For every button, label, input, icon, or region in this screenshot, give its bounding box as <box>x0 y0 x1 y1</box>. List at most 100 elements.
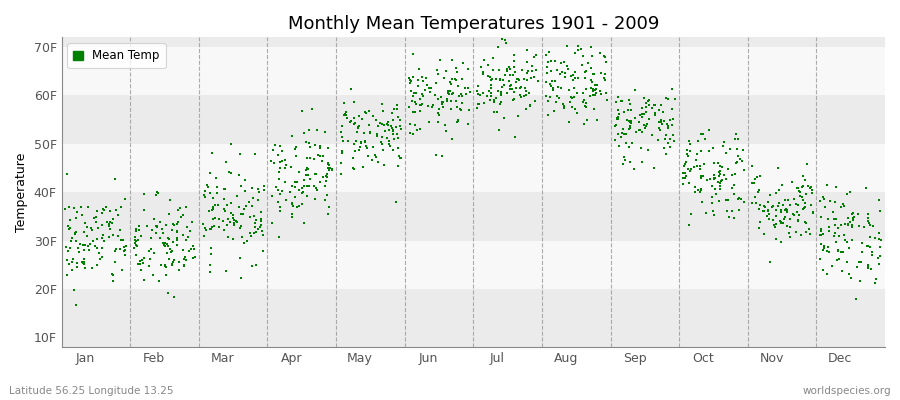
Point <box>471 101 485 108</box>
Point <box>796 206 810 212</box>
Point <box>619 131 634 137</box>
Point <box>547 58 562 64</box>
Point <box>765 204 779 210</box>
Point <box>730 146 744 153</box>
Point <box>614 134 628 140</box>
Point <box>292 187 307 193</box>
Point <box>436 98 450 105</box>
Point <box>562 119 576 125</box>
Point <box>405 74 419 80</box>
Point <box>443 88 457 94</box>
Point <box>292 187 306 194</box>
Point <box>770 206 784 213</box>
Point <box>552 95 566 102</box>
Point <box>335 123 349 130</box>
Point <box>273 204 287 210</box>
Point <box>508 69 522 75</box>
Point <box>321 164 336 171</box>
Point <box>828 199 842 205</box>
Point <box>113 236 128 243</box>
Point <box>335 149 349 156</box>
Point <box>827 222 842 228</box>
Point <box>369 117 383 124</box>
Point <box>116 237 130 244</box>
Point <box>441 88 455 95</box>
Point <box>238 177 252 183</box>
Point <box>640 121 654 127</box>
Point <box>791 216 806 223</box>
Point <box>844 222 859 228</box>
Point <box>864 266 878 272</box>
Point <box>62 260 77 267</box>
Point <box>185 243 200 249</box>
Point <box>297 177 311 184</box>
Point <box>720 208 734 214</box>
Point <box>822 249 836 255</box>
Point <box>343 119 357 125</box>
Point <box>346 121 361 128</box>
Point <box>509 79 524 85</box>
Point <box>814 256 828 262</box>
Point <box>164 249 178 256</box>
Bar <box>61 241 885 289</box>
Point <box>554 60 569 66</box>
Point <box>272 234 286 240</box>
Point <box>782 233 796 240</box>
Point <box>519 47 534 54</box>
Point <box>801 183 815 190</box>
Point <box>547 78 562 84</box>
Point <box>386 128 400 134</box>
Point <box>841 259 855 265</box>
Point <box>788 201 803 207</box>
Point <box>108 258 122 265</box>
Point <box>230 218 244 225</box>
Point <box>179 204 194 210</box>
Point <box>359 110 374 116</box>
Point <box>284 133 299 140</box>
Point <box>817 196 832 202</box>
Point <box>363 129 377 135</box>
Point <box>130 238 144 244</box>
Point <box>58 206 73 212</box>
Point <box>299 139 313 145</box>
Point <box>842 245 856 251</box>
Point <box>166 221 180 228</box>
Point <box>851 211 866 218</box>
Point <box>477 100 491 106</box>
Point <box>425 104 439 110</box>
Point <box>169 237 184 243</box>
Point <box>662 136 677 142</box>
Point <box>286 202 301 209</box>
Point <box>454 93 469 99</box>
Point <box>310 185 324 191</box>
Point <box>415 91 429 97</box>
Point <box>334 129 348 136</box>
Point <box>571 43 585 49</box>
Point <box>323 165 338 172</box>
Point <box>578 102 592 109</box>
Point <box>302 140 316 146</box>
Point <box>832 256 846 262</box>
Point <box>148 223 163 229</box>
Point <box>60 248 75 254</box>
Point <box>431 110 446 116</box>
Point <box>408 122 422 128</box>
Point <box>813 198 827 205</box>
Point <box>165 247 179 254</box>
Point <box>382 127 396 133</box>
Point <box>513 85 527 92</box>
Point <box>593 88 608 94</box>
Point <box>182 248 196 254</box>
Point <box>302 176 317 182</box>
Point <box>373 120 387 126</box>
Point <box>231 172 246 178</box>
Point <box>59 171 74 178</box>
Point <box>865 222 879 229</box>
Point <box>481 73 495 79</box>
Point <box>796 183 811 189</box>
Point <box>161 290 176 296</box>
Point <box>493 76 508 82</box>
Point <box>623 101 637 108</box>
Point <box>162 236 176 242</box>
Point <box>187 254 202 261</box>
